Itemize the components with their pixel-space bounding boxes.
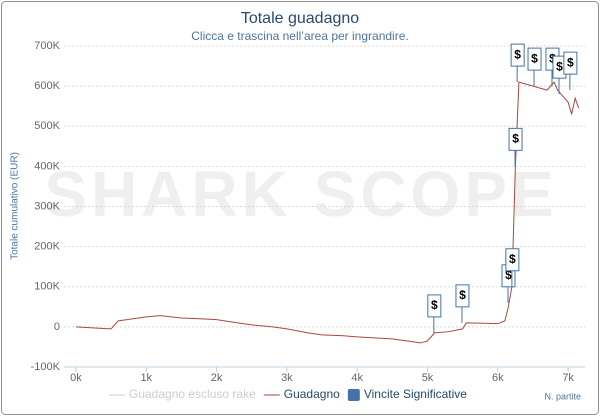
flag-label: $ — [459, 288, 466, 302]
x-axis-label: N. partite — [544, 391, 581, 401]
watermark: SHARK SCOPE — [44, 158, 557, 230]
legend-label[interactable]: Vincite Significative — [364, 387, 467, 401]
chart-title: Totale guadagno — [241, 10, 359, 27]
y-tick-label: 500K — [34, 120, 60, 132]
x-tick-label: 0k — [70, 372, 82, 384]
flag-box — [455, 284, 470, 308]
x-tick-label: 6k — [492, 372, 504, 384]
flag-box — [527, 47, 542, 71]
legend-label[interactable]: Guadagno — [284, 387, 340, 401]
y-tick-label: 300K — [34, 200, 60, 212]
y-axis-label: Totale cumulativo (EUR) — [10, 152, 21, 260]
flag-box — [510, 43, 525, 67]
x-tick-label: 4k — [351, 372, 363, 384]
flag: $ — [427, 294, 442, 333]
flag: $ — [527, 47, 542, 87]
chart-subtitle: Clicca e trascina nell’area per ingrandi… — [191, 29, 408, 43]
x-tick-label: 3k — [281, 372, 293, 384]
y-tick-label: 400K — [34, 160, 60, 172]
y-tick-label: 200K — [34, 241, 60, 253]
flag: $ — [505, 248, 520, 287]
y-tick-label: 700K — [34, 40, 60, 52]
y-tick-label: -100K — [31, 361, 61, 373]
x-tick-label: 7k — [562, 372, 574, 384]
flag-box — [427, 294, 442, 318]
flag: $ — [508, 127, 523, 167]
flag-box — [563, 51, 578, 75]
legend-label[interactable]: Guadagno escluso rake — [129, 387, 256, 401]
y-tick-label: 100K — [34, 281, 60, 293]
flag-label: $ — [531, 51, 538, 65]
x-tick-label: 2k — [211, 372, 223, 384]
flag: $ — [455, 284, 470, 323]
x-tick-label: 5k — [422, 372, 434, 384]
x-tick-label: 1k — [140, 372, 152, 384]
legend-swatch — [347, 389, 360, 401]
flag-label: $ — [505, 268, 512, 282]
flag-box — [508, 127, 523, 151]
flag-label: $ — [567, 55, 574, 69]
flag-label: $ — [556, 59, 563, 73]
y-tick-label: 0 — [54, 321, 60, 333]
flag-box — [505, 248, 520, 272]
flag: $ — [510, 43, 525, 83]
flag: $ — [563, 51, 578, 91]
flag-label: $ — [512, 132, 519, 146]
y-tick-label: 600K — [34, 80, 60, 92]
flag-label: $ — [509, 252, 516, 266]
flag-label: $ — [431, 298, 438, 312]
flag-label: $ — [514, 47, 521, 61]
data-line — [75, 81, 580, 344]
